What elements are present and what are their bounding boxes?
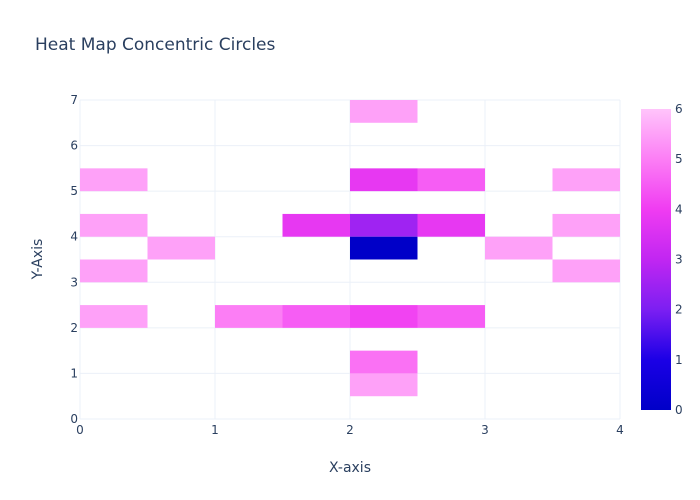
colorbar-tick-label: 4 [675, 202, 683, 216]
y-tick-label: 0 [70, 412, 78, 426]
x-tick-label: 3 [481, 423, 489, 437]
x-tick-label: 4 [616, 423, 624, 437]
x-axis-title: X-axis [329, 460, 371, 476]
y-tick-label: 3 [70, 275, 78, 289]
colorbar [641, 109, 671, 410]
colorbar-tick-label: 3 [675, 253, 683, 267]
heatmap-cell [80, 213, 148, 237]
heatmap-cell [350, 100, 418, 123]
y-axis-title: Y-Axis [30, 239, 46, 281]
colorbar-tick-label: 1 [675, 353, 683, 367]
x-tick-labels: 0 1 2 3 4 [76, 423, 624, 437]
heatmap-cell [80, 168, 148, 192]
x-tick-label: 1 [211, 423, 219, 437]
heatmap-cell [350, 373, 418, 397]
heatmap-cell [350, 236, 418, 260]
heatmap-cell [350, 213, 418, 237]
colorbar-tick-labels: 0 1 2 3 4 5 6 [675, 102, 683, 417]
heatmap-cell [282, 305, 350, 328]
y-tick-label: 1 [70, 366, 78, 380]
heatmap-cell [552, 168, 620, 192]
heatmap-cells [80, 100, 620, 397]
chart-title: Heat Map Concentric Circles [35, 35, 276, 55]
y-tick-label: 4 [70, 230, 78, 244]
x-tick-label: 0 [76, 423, 84, 437]
colorbar-tick-label: 0 [675, 403, 683, 417]
heatmap-cell [350, 350, 418, 374]
colorbar-tick-label: 5 [675, 152, 683, 166]
y-tick-label: 2 [70, 321, 78, 335]
colorbar-tick-label: 6 [675, 102, 683, 116]
y-tick-label: 5 [70, 184, 78, 198]
heatmap-cell [350, 168, 418, 192]
heatmap-cell [282, 213, 350, 237]
y-tick-label: 6 [70, 139, 78, 153]
heatmap-cell [417, 168, 485, 192]
heatmap-cell [552, 213, 620, 237]
y-tick-label: 7 [70, 93, 78, 107]
colorbar-tick-label: 2 [675, 303, 683, 317]
y-tick-labels: 0 1 2 3 4 5 6 7 [70, 93, 78, 426]
heatmap-cell [215, 305, 283, 328]
x-tick-label: 2 [346, 423, 354, 437]
heatmap-cell [147, 236, 215, 260]
heatmap-cell [80, 305, 148, 328]
heatmap-cell [552, 259, 620, 283]
heatmap-cell [80, 259, 148, 283]
heatmap-cell [485, 236, 553, 260]
heatmap-cell [417, 213, 485, 237]
heatmap-cell [350, 305, 418, 328]
heatmap-cell [417, 305, 485, 328]
